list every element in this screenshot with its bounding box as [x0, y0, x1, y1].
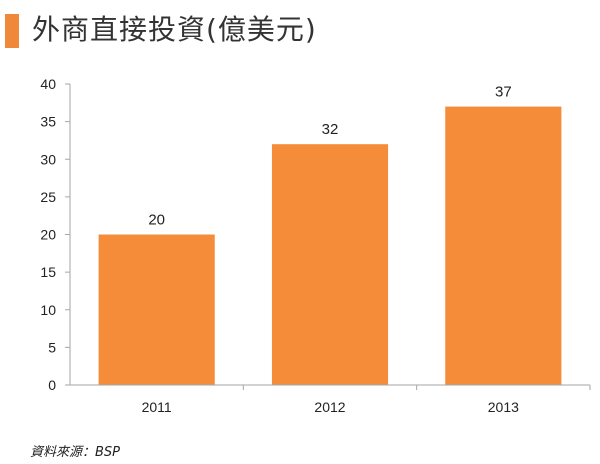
data-label-2012: 32: [322, 121, 339, 138]
chart-title: 外商直接投資(億美元): [32, 13, 317, 46]
x-tick-label: 2011: [142, 399, 172, 415]
bar-2011: [98, 234, 215, 385]
bar-2013: [445, 106, 562, 385]
y-tick-label: 40: [40, 76, 56, 92]
source-note: 資料來源：BSP: [30, 445, 121, 460]
bar-2012: [271, 144, 389, 385]
x-axis: 2011 2012 2013: [70, 384, 591, 415]
y-tick-label: 25: [40, 189, 56, 205]
y-tick-label: 10: [40, 302, 56, 318]
title-accent-bar: [5, 14, 19, 48]
x-tick-label: 2012: [314, 399, 345, 415]
data-label-2013: 37: [495, 84, 512, 101]
data-label-2011: 20: [148, 212, 165, 229]
y-tick-label: 5: [48, 339, 56, 355]
y-tick-label: 0: [48, 377, 56, 393]
bars: 20 32 37: [98, 84, 562, 385]
y-tick-label: 15: [40, 264, 56, 280]
y-tick-label: 20: [40, 227, 56, 243]
y-tick-label: 30: [40, 151, 56, 167]
y-axis: 0 5 10 15 20 25 30 35 40: [40, 76, 71, 393]
x-tick-label: 2013: [488, 399, 519, 415]
y-tick-label: 35: [40, 114, 56, 130]
